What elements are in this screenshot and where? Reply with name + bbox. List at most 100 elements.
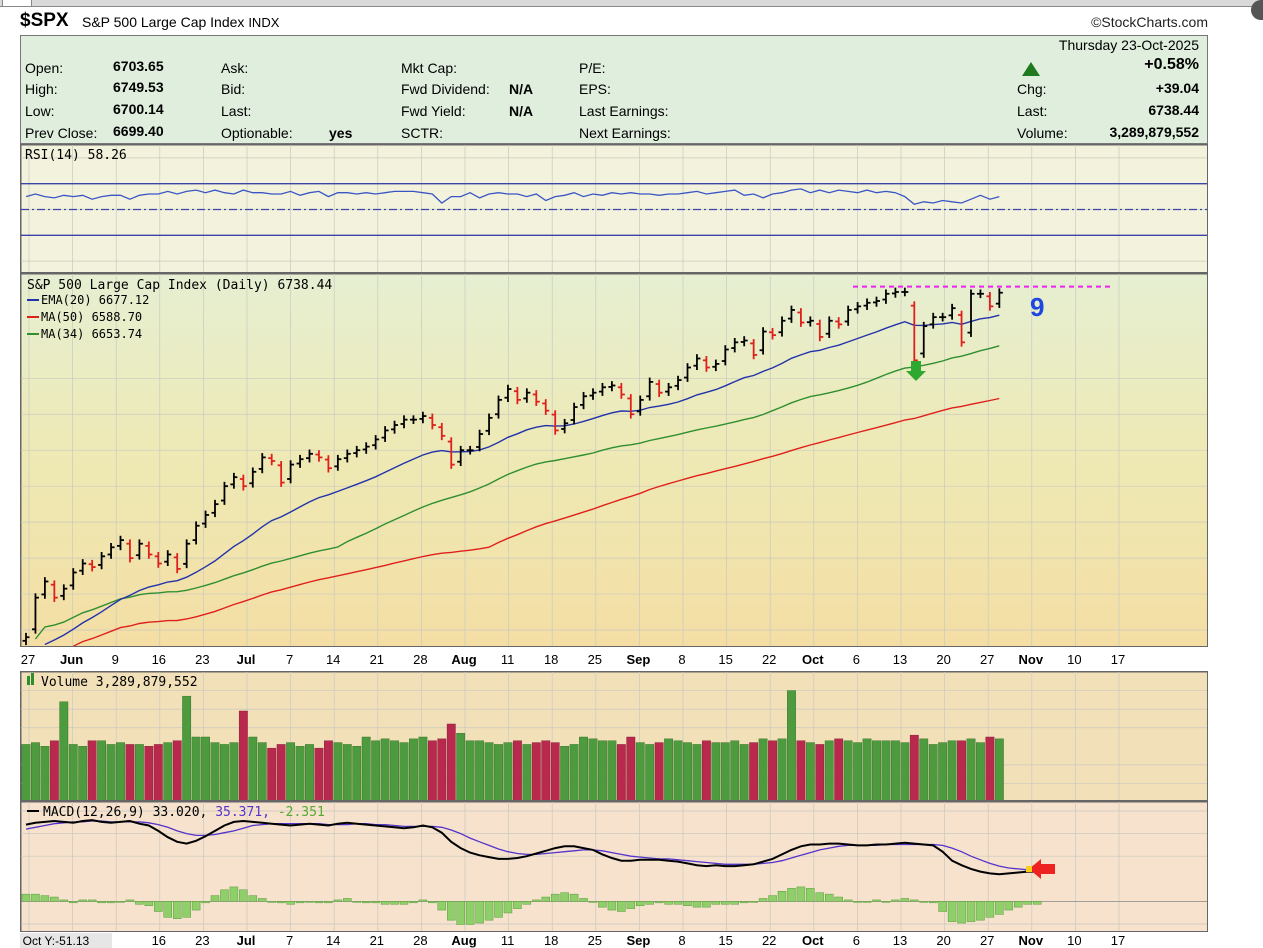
macd-histogram-bar xyxy=(664,901,673,905)
price-panel: S&P 500 Large Cap Index (Daily) 6738.44 … xyxy=(20,273,1208,647)
brand-logo[interactable]: ©StockCharts.com xyxy=(1091,14,1208,30)
chg-label: Chg: xyxy=(1017,81,1047,97)
high-label: High: xyxy=(25,81,58,97)
exchange-label: INDX xyxy=(248,15,280,30)
volume-bar xyxy=(522,744,532,800)
ohlc-bar xyxy=(400,415,408,429)
macd-panel: MACD(12,26,9) 33.020, 35.371, -2.351 100… xyxy=(20,801,1208,932)
macd-histogram-bar xyxy=(494,901,503,918)
volume-bar xyxy=(352,746,362,800)
bottom-date-tick-label: 22 xyxy=(762,933,776,948)
volume-bar xyxy=(588,738,598,800)
macd-histogram-bar xyxy=(683,901,692,906)
eps-label: EPS: xyxy=(579,81,611,97)
macd-histogram-bar xyxy=(276,901,286,904)
ohlc-bar xyxy=(910,301,918,365)
macd-histogram-bar xyxy=(163,901,172,918)
ohlc-bar xyxy=(381,426,389,442)
macd-histogram-bar xyxy=(239,889,248,902)
bottom-date-tick-label: 18 xyxy=(544,933,558,948)
macd-title-main: MACD(12,26,9) 33.020, xyxy=(43,805,207,820)
macd-histogram-bar xyxy=(144,901,154,906)
volume-bar xyxy=(286,742,295,800)
index-name: S&P 500 Large Cap Index INDX xyxy=(82,14,279,30)
macd-histogram-bar xyxy=(371,901,380,904)
ohlc-bar xyxy=(88,559,96,572)
bid-label: Bid: xyxy=(221,81,246,97)
volume-bar xyxy=(210,742,220,800)
macd-histogram-bar xyxy=(673,901,683,905)
macd-histogram-bar xyxy=(966,901,976,922)
ohlc-bar xyxy=(882,289,890,304)
date-tick-label: 13 xyxy=(893,652,907,667)
corner-label: 16 Oct Y:-51.13 xyxy=(20,934,89,948)
window-tab[interactable] xyxy=(2,0,32,7)
macd-histogram-bar xyxy=(853,901,862,903)
volume-bar xyxy=(777,738,787,800)
ohlc-bar xyxy=(948,303,956,320)
macd-histogram-bar xyxy=(475,901,484,924)
ma50-line xyxy=(72,397,1000,646)
volume-bar xyxy=(49,740,59,800)
ohlc-bar xyxy=(674,375,682,391)
macd-histogram-bar xyxy=(777,891,787,902)
ohlc-bar xyxy=(750,339,758,360)
volume-bar xyxy=(333,742,343,800)
legend-ma50-label: MA(50) 6588.70 xyxy=(41,310,142,324)
macd-histogram-bar xyxy=(437,901,447,911)
last-label-2: Last: xyxy=(221,103,252,119)
ohlc-bar xyxy=(447,437,455,469)
volume-bar xyxy=(182,695,192,800)
ohlc-bar xyxy=(362,442,370,454)
ohlc-bar xyxy=(438,422,446,441)
ohlc-bar xyxy=(759,327,767,355)
volume-bar xyxy=(607,740,617,800)
ohlc-bar xyxy=(731,338,739,353)
date-tick-label: 25 xyxy=(588,652,602,667)
next-earnings-label: Next Earnings: xyxy=(579,125,671,141)
volume-bar xyxy=(305,744,314,800)
macd-histogram-bar xyxy=(749,901,758,903)
volume-bar xyxy=(626,736,636,800)
bottom-date-tick-label: 25 xyxy=(588,933,602,948)
ohlc-bar xyxy=(854,302,862,314)
ohlc-bar xyxy=(608,381,616,392)
date-tick-label: 18 xyxy=(544,652,558,667)
volume-bar xyxy=(541,740,551,800)
ohlc-bar xyxy=(495,395,502,419)
brand-text: StockCharts.com xyxy=(1101,14,1208,30)
macd-histogram-bar xyxy=(957,901,966,924)
macd-histogram-bar xyxy=(97,901,106,904)
arrow-tail-marker xyxy=(1026,866,1032,872)
volume-bar xyxy=(749,742,759,800)
volume-bar xyxy=(645,744,655,800)
volume-bar xyxy=(957,740,966,800)
ohlc-bar xyxy=(627,394,635,419)
quote-date: Thursday 23-Oct-2025 xyxy=(1058,37,1199,53)
corner-button[interactable] xyxy=(1251,0,1263,20)
volume-icon-bar2 xyxy=(31,673,34,685)
bottom-date-tick-label: 20 xyxy=(936,933,950,948)
ohlc-bar xyxy=(50,580,58,602)
macd-histogram-bar xyxy=(78,899,87,902)
ohlc-bar xyxy=(98,551,106,570)
macd-histogram-bar xyxy=(40,895,50,902)
macd-histogram-bar xyxy=(201,901,210,904)
ohlc-bar xyxy=(183,539,191,569)
mktcap-label: Mkt Cap: xyxy=(401,60,458,76)
volume-bar xyxy=(163,742,173,800)
macd-histogram-bar xyxy=(447,901,456,921)
macd-histogram-bar xyxy=(125,899,135,902)
ohlc-bar xyxy=(192,521,200,545)
volume-title: Volume 3,289,879,552 xyxy=(41,675,198,690)
macd-histogram-bar xyxy=(607,901,617,911)
macd-title-hist: -2.351 xyxy=(278,805,325,820)
ohlc-bar xyxy=(277,461,285,487)
ohlc-bar xyxy=(797,308,805,327)
macd-histogram-bar xyxy=(891,899,900,902)
fwd-yield-label: Fwd Yield: xyxy=(401,103,466,119)
volume-bar xyxy=(116,742,125,800)
ohlc-bar xyxy=(740,336,748,347)
bottom-date-tick-label: 14 xyxy=(326,933,340,948)
volume-bar xyxy=(550,742,560,800)
